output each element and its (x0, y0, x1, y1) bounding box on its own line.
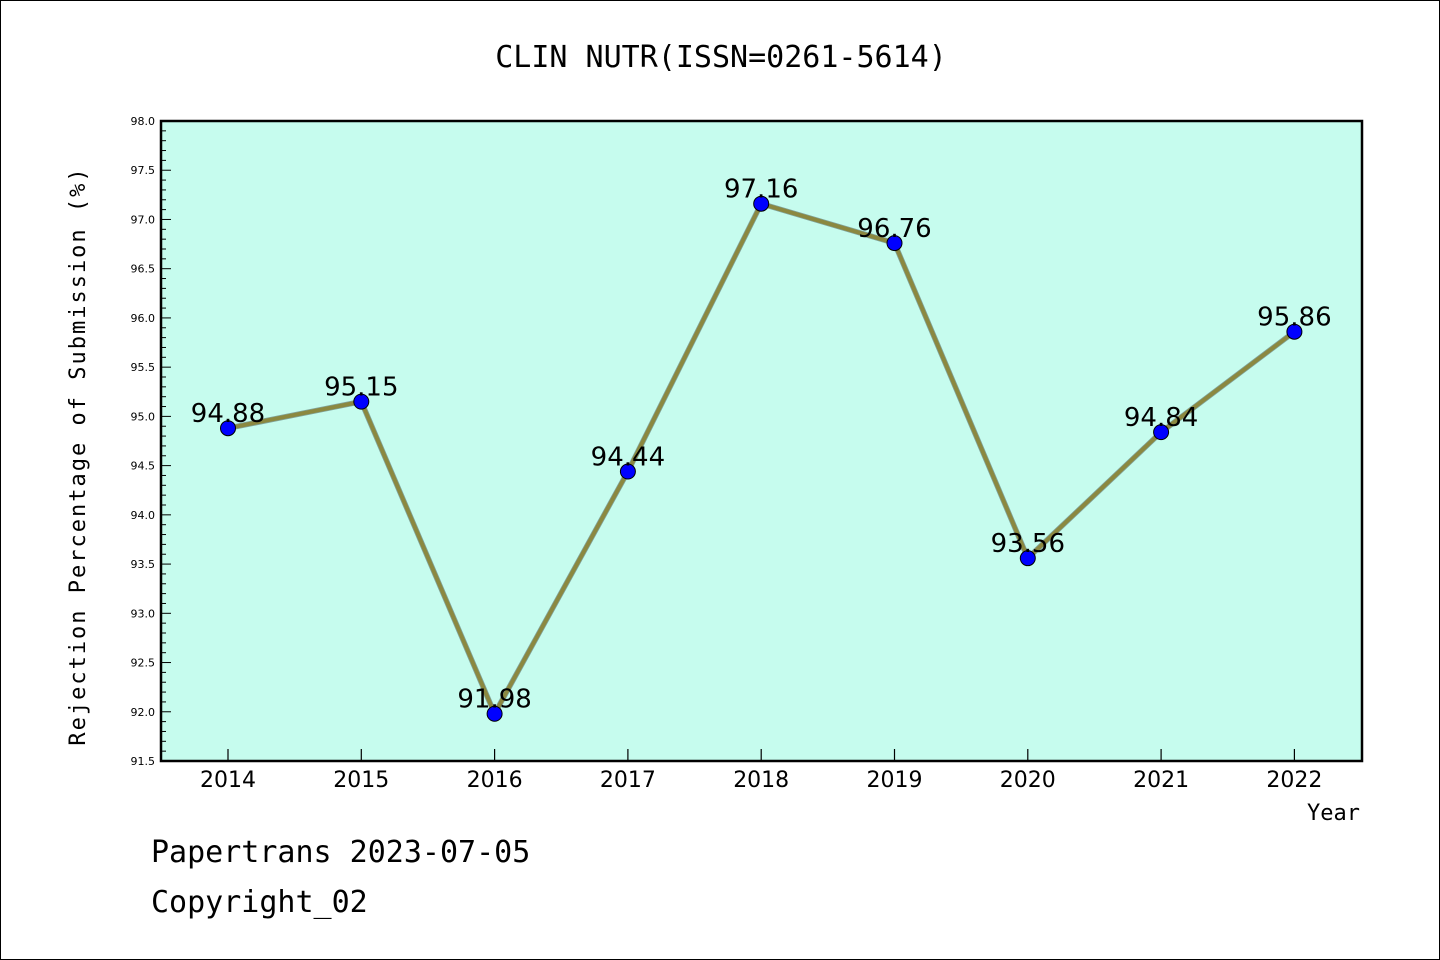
y-tick-label: 93.0 (131, 607, 156, 620)
y-tick-label: 93.5 (131, 558, 156, 571)
x-tick-label: 2017 (600, 768, 656, 793)
data-labels: 94.88 95.15 91.98 94.44 97.16 96.76 93.56 94.84… (191, 175, 1332, 715)
data-label: 94.88 (191, 399, 265, 429)
x-tick-label: 2021 (1133, 768, 1189, 793)
x-tick-label: 2019 (867, 768, 923, 793)
x-tick-label: 2022 (1266, 768, 1322, 793)
data-point-marker (619, 463, 636, 480)
y-tick-label: 92.0 (131, 706, 156, 719)
y-tick-label: 95.0 (131, 410, 156, 423)
data-label: 94.84 (1124, 403, 1198, 433)
data-points (220, 195, 1303, 722)
x-tick-label: 2016 (467, 768, 523, 793)
y-tick-label: 97.0 (131, 213, 156, 226)
data-point-marker (753, 195, 770, 212)
data-point-marker (486, 705, 503, 722)
chart-title: CLIN NUTR(ISSN=0261-5614) (495, 40, 947, 75)
data-label: 97.16 (724, 175, 798, 205)
y-tick-labels: 91.5 92.0 92.5 93.0 93.5 94.0 94.5 95.0 95.5 96.0… (131, 115, 156, 768)
x-tick-label: 2018 (733, 768, 789, 793)
data-point-marker (353, 393, 370, 410)
y-tick-label: 91.5 (131, 755, 156, 768)
data-label: 95.86 (1257, 303, 1331, 333)
x-tick-label: 2020 (1000, 768, 1056, 793)
y-tick-label: 94.5 (131, 460, 156, 473)
data-label: 93.56 (991, 529, 1065, 559)
x-tick-labels: 2014 2015 2016 2017 2018 2019 2020 2021 2022 (200, 768, 1322, 793)
data-point-marker (1286, 323, 1303, 340)
data-point-marker (1019, 550, 1036, 567)
data-label: 96.76 (857, 214, 931, 244)
plot-area (159, 119, 1364, 763)
footer-source-date: Papertrans 2023-07-05 (151, 835, 531, 870)
y-tick-label: 92.5 (131, 657, 156, 670)
x-tick-label: 2014 (200, 768, 256, 793)
x-tick-label: 2015 (333, 768, 389, 793)
data-label: 95.15 (324, 373, 398, 403)
data-label: 94.44 (591, 443, 665, 473)
data-point-marker (886, 235, 903, 252)
y-tick-label: 96.5 (131, 263, 156, 276)
data-label: 91.98 (457, 685, 531, 715)
footer-copyright: Copyright_02 (151, 885, 368, 920)
x-axis-label: Year (1307, 801, 1360, 826)
y-tick-label: 96.0 (131, 312, 156, 325)
data-point-marker (220, 420, 236, 437)
data-point-marker (1153, 424, 1170, 441)
axis-ticks (161, 120, 1296, 762)
y-tick-label: 98.0 (131, 115, 156, 128)
y-tick-label: 97.5 (131, 164, 156, 177)
y-tick-label: 95.5 (131, 361, 156, 374)
y-tick-label: 94.0 (131, 509, 156, 522)
y-axis-label: Rejection Percentage of Submission (%) (66, 166, 91, 745)
